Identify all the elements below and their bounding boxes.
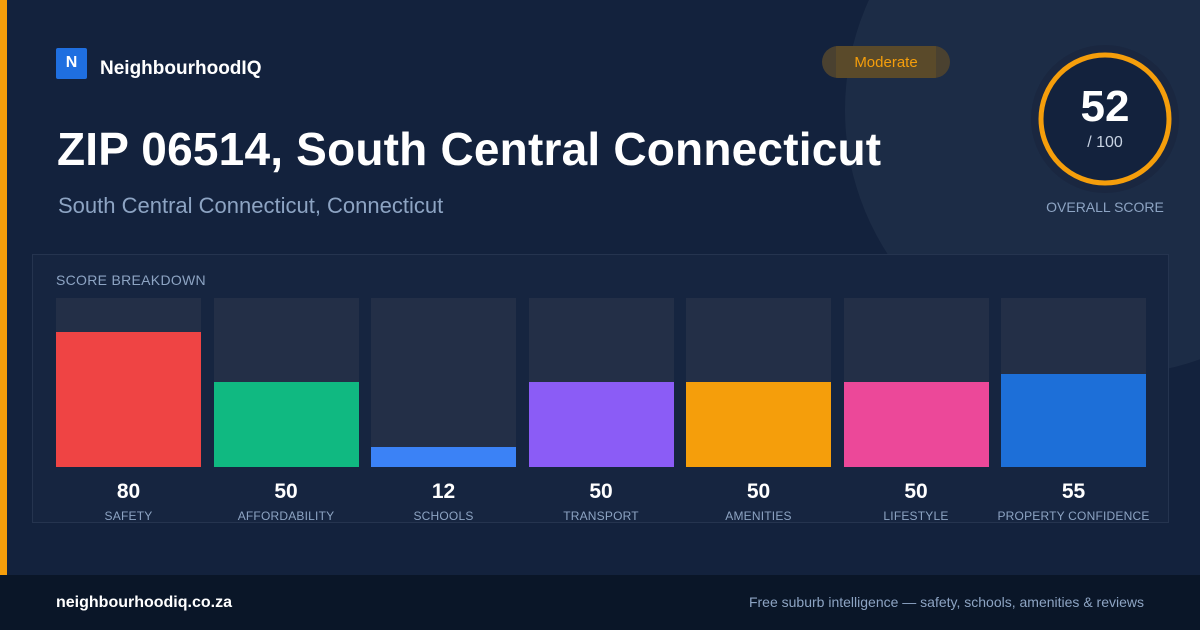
- bar-value-label: 12: [431, 480, 456, 503]
- bar-track: [528, 298, 674, 467]
- bar-column: 80 SAFETY: [56, 298, 201, 523]
- bar-value-label: 50: [274, 480, 298, 503]
- rating-badge-label: Moderate: [854, 53, 918, 71]
- overall-score-max: / 100: [1087, 134, 1123, 151]
- bar-column: 50 AMENITIES: [686, 298, 831, 523]
- share-card: N NeighbourhoodIQ Moderate ZIP 06514, So…: [0, 0, 1200, 575]
- bar-track: [371, 298, 516, 467]
- footer-domain: neighbourhoodiq.co.za: [56, 594, 232, 611]
- bar-category-label: PROPERTY CONFIDENCE: [997, 509, 1150, 523]
- overall-score-caption: OVERALL SCORE: [1046, 199, 1164, 215]
- bar-category-label: SCHOOLS: [413, 509, 474, 523]
- bar-track: [843, 298, 989, 467]
- bar-column: 50 LIFESTYLE: [843, 298, 989, 523]
- score-ring-arc: [1038, 52, 1172, 186]
- bar: [843, 382, 989, 467]
- rating-badge: Moderate: [822, 46, 950, 78]
- overall-score-ring: 52 / 100: [1028, 42, 1182, 196]
- bar-category-label: SAFETY: [104, 509, 153, 523]
- bar-category-label: TRANSPORT: [563, 509, 639, 523]
- bar: [213, 382, 359, 467]
- bar-column: 12 SCHOOLS: [371, 298, 516, 523]
- page-title: ZIP 06514, South Central Connecticut: [57, 123, 882, 175]
- brand-logo-icon: N: [56, 47, 87, 79]
- bar-track: [686, 298, 831, 467]
- accent-bar: [0, 0, 7, 575]
- score-breakdown-chart: 80 SAFETY 50 AFFORDABILITY 12 SCHOOLS 50 TRANSP…: [56, 298, 1149, 523]
- score-ring-graphic: [1031, 45, 1179, 193]
- bar-column: 50 AFFORDABILITY: [213, 298, 359, 523]
- bar-category-label: AFFORDABILITY: [237, 509, 335, 523]
- bar: [371, 447, 516, 467]
- bar: [686, 382, 831, 467]
- bar-value-label: 50: [746, 480, 771, 503]
- bar-column: 55 PROPERTY CONFIDENCE: [997, 298, 1149, 523]
- bar-track: [1001, 298, 1146, 467]
- bar-track: [56, 298, 201, 467]
- bar-column: 50 TRANSPORT: [528, 298, 674, 523]
- bar-category-label: AMENITIES: [725, 509, 792, 523]
- brand: N NeighbourhoodIQ: [56, 46, 261, 80]
- overall-score-value: 52: [1080, 82, 1130, 131]
- bar-value-label: 50: [589, 480, 613, 503]
- bar: [56, 332, 201, 467]
- footer: neighbourhoodiq.co.za Free suburb intell…: [0, 575, 1200, 630]
- page-subtitle: South Central Connecticut, Connecticut: [58, 193, 444, 218]
- score-breakdown-title: SCORE BREAKDOWN: [56, 272, 206, 288]
- bar-value-label: 50: [904, 480, 928, 503]
- bar: [1001, 374, 1146, 467]
- bar-value-label: 55: [1061, 480, 1086, 503]
- bar-value-label: 80: [116, 480, 141, 503]
- score-breakdown-panel: SCORE BREAKDOWN 80 SAFETY 50 AFFORDABILITY 1…: [32, 254, 1169, 523]
- brand-name: NeighbourhoodIQ: [100, 58, 262, 79]
- footer-tagline: Free suburb intelligence — safety, schoo…: [748, 594, 1144, 610]
- bar-track: [213, 298, 359, 467]
- bar: [528, 382, 674, 467]
- bar-category-label: LIFESTYLE: [883, 509, 949, 523]
